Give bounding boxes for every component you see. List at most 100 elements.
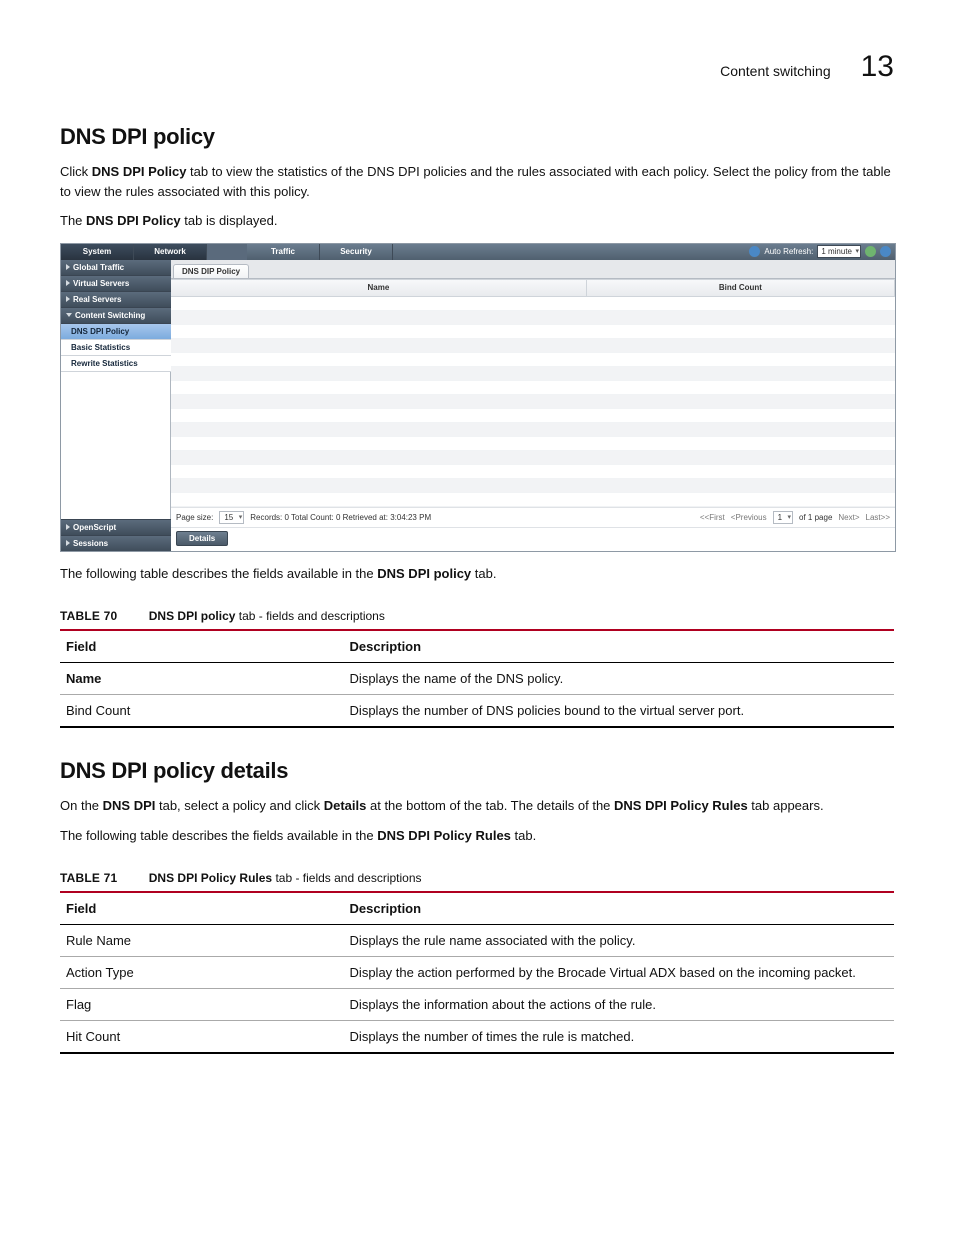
sidebar-sub-dns-dpi-policy[interactable]: DNS DPI Policy [61, 324, 171, 340]
pager-next[interactable]: Next> [838, 513, 859, 522]
sidebar: Global Traffic Virtual Servers Real Serv… [61, 260, 172, 372]
text: The following table describes the fields… [60, 566, 377, 581]
table-row[interactable] [171, 367, 895, 381]
chevron-down-icon [66, 313, 72, 317]
refresh-icon[interactable] [865, 246, 876, 257]
screenshot-body: Global Traffic Virtual Servers Real Serv… [61, 260, 895, 551]
table-row[interactable] [171, 311, 895, 325]
tab-system[interactable]: System [61, 244, 134, 260]
auto-refresh-label: Auto Refresh: [764, 247, 813, 256]
pin-icon[interactable] [749, 246, 760, 257]
sidebar-item-global-traffic[interactable]: Global Traffic [61, 260, 171, 276]
cell-field: Bind Count [60, 695, 344, 728]
paragraph: Click DNS DPI Policy tab to view the sta… [60, 162, 894, 201]
heading-dns-dpi-policy-details: DNS DPI policy details [60, 758, 894, 784]
text: tab appears. [748, 798, 824, 813]
sidebar-item-content-switching[interactable]: Content Switching [61, 308, 171, 324]
pager-last[interactable]: Last>> [866, 513, 890, 522]
tab-network[interactable]: Network [134, 244, 207, 260]
table-row[interactable] [171, 493, 895, 507]
table-row: Bind Count Displays the number of DNS po… [60, 695, 894, 728]
table-row[interactable] [171, 297, 895, 311]
chevron-right-icon [66, 280, 70, 286]
table-row[interactable] [171, 395, 895, 409]
main-panel: DNS DIP Policy Name Bind Count [171, 260, 895, 551]
page-size-dropdown[interactable]: 15 [219, 511, 244, 524]
col-description: Description [344, 631, 894, 663]
help-icon[interactable] [880, 246, 891, 257]
col-name[interactable]: Name [171, 280, 587, 296]
sidebar-sub-basic-statistics[interactable]: Basic Statistics [61, 340, 171, 356]
cell-description: Displays the rule name associated with t… [344, 925, 894, 957]
sidebar-item-openscript[interactable]: OpenScript [61, 519, 171, 535]
pager-prev[interactable]: <Previous [731, 513, 767, 522]
table-row[interactable] [171, 325, 895, 339]
table-title-bold: DNS DPI policy [149, 609, 236, 623]
cell-field: Action Type [60, 957, 344, 989]
text-bold: DNS DPI Policy [92, 164, 187, 179]
paragraph: On the DNS DPI tab, select a policy and … [60, 796, 894, 816]
sidebar-item-virtual-servers[interactable]: Virtual Servers [61, 276, 171, 292]
col-field: Field [60, 893, 344, 925]
text: tab. [511, 828, 536, 843]
sidebar-item-sessions[interactable]: Sessions [61, 535, 171, 551]
chevron-right-icon [66, 540, 70, 546]
table-number: TABLE 71 [60, 871, 117, 885]
cell-description: Displays the number of DNS policies boun… [344, 695, 894, 728]
table-row[interactable] [171, 409, 895, 423]
table-row: Rule Name Displays the rule name associa… [60, 925, 894, 957]
sidebar-sub-rewrite-statistics[interactable]: Rewrite Statistics [61, 356, 171, 372]
col-bind-count[interactable]: Bind Count [587, 280, 895, 296]
tab-traffic[interactable]: Traffic [247, 244, 320, 260]
pager-of: of 1 page [799, 513, 832, 522]
table-title-bold: DNS DPI Policy Rules [149, 871, 272, 885]
table-row[interactable] [171, 423, 895, 437]
section-title: Content switching [720, 63, 831, 79]
cell-field: Name [66, 671, 101, 686]
chapter-number: 13 [861, 50, 894, 84]
pager-current[interactable]: 1 [773, 511, 793, 524]
chevron-right-icon [66, 264, 70, 270]
table-row[interactable] [171, 479, 895, 493]
table-row[interactable] [171, 465, 895, 479]
pager-first[interactable]: <<First [700, 513, 725, 522]
cell-description: Displays the number of times the rule is… [344, 1021, 894, 1054]
text: at the bottom of the tab. The details of… [366, 798, 614, 813]
text-bold: DNS DPI policy [377, 566, 471, 581]
table-number: TABLE 70 [60, 609, 117, 623]
table-row[interactable] [171, 451, 895, 465]
spacer [393, 244, 745, 260]
table-row[interactable] [171, 437, 895, 451]
sidebar-item-label: Content Switching [75, 311, 145, 320]
tab-security[interactable]: Security [320, 244, 393, 260]
cell-field: Flag [60, 989, 344, 1021]
cell-field: Rule Name [60, 925, 344, 957]
topnav-right: Auto Refresh: 1 minute [745, 244, 895, 260]
sidebar-item-label: Sessions [73, 539, 108, 548]
text: On the [60, 798, 103, 813]
screenshot: System Network Traffic Security Auto Ref… [60, 243, 896, 552]
subtab-dns-dip-policy[interactable]: DNS DIP Policy [173, 264, 249, 278]
table-row[interactable] [171, 339, 895, 353]
grid-rows [171, 297, 895, 507]
table-row[interactable] [171, 353, 895, 367]
col-field: Field [60, 631, 344, 663]
page-header: Content switching 13 [60, 50, 894, 84]
text: The following table describes the fields… [60, 828, 377, 843]
records-label: Records: 0 Total Count: 0 Retrieved at: … [250, 513, 431, 522]
table-row: Hit Count Displays the number of times t… [60, 1021, 894, 1054]
text-bold: DNS DPI [103, 798, 156, 813]
table-71-caption: TABLE 71 DNS DPI Policy Rules tab - fiel… [60, 867, 894, 893]
details-bar: Details [171, 527, 895, 551]
table-row: Name Displays the name of the DNS policy… [60, 663, 894, 695]
table-row[interactable] [171, 381, 895, 395]
text: The [60, 213, 86, 228]
paragraph: The DNS DPI Policy tab is displayed. [60, 211, 894, 231]
sidebar-item-real-servers[interactable]: Real Servers [61, 292, 171, 308]
table-row: Action Type Display the action performed… [60, 957, 894, 989]
page-size-label: Page size: [176, 513, 213, 522]
text: tab is displayed. [181, 213, 278, 228]
sidebar-item-label: Virtual Servers [73, 279, 129, 288]
details-button[interactable]: Details [176, 531, 228, 546]
auto-refresh-dropdown[interactable]: 1 minute [817, 245, 861, 258]
